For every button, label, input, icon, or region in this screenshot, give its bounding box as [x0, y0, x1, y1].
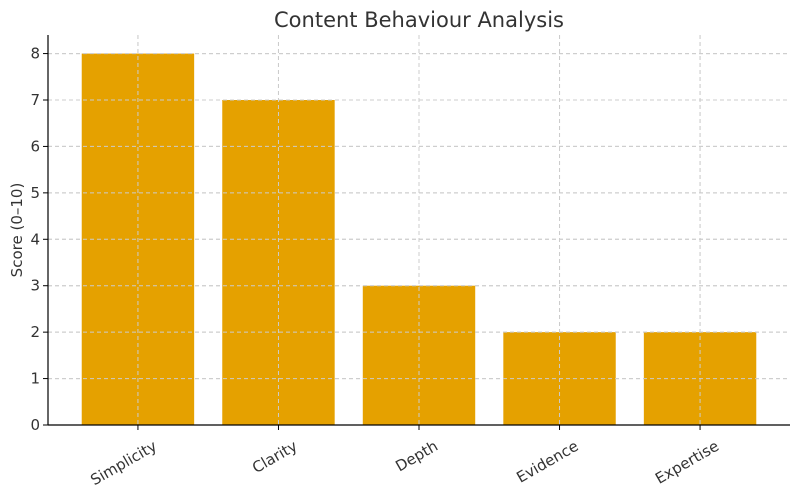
y-tick-layer: 0 1 2 3 4 5 6 7 8	[30, 45, 48, 434]
y-axis-label: Score (0–10)	[8, 183, 26, 278]
y-tick-label: 1	[30, 370, 40, 388]
y-tick-label: 4	[30, 230, 40, 248]
chart-title: Content Behaviour Analysis	[274, 8, 564, 32]
x-tick-layer: Simplicity Clarity Depth Evidence Expertise	[87, 425, 722, 489]
x-tick-label: Depth	[392, 437, 441, 475]
y-tick-label: 8	[30, 45, 40, 63]
x-tick-label: Clarity	[249, 437, 300, 477]
y-tick-label: 5	[30, 184, 40, 202]
x-tick-label: Simplicity	[87, 437, 160, 489]
y-tick-label: 0	[30, 416, 40, 434]
x-tick-label: Evidence	[513, 437, 581, 487]
bar-layer	[48, 35, 790, 426]
y-tick-label: 3	[30, 277, 40, 295]
y-tick-label: 7	[30, 91, 40, 109]
bar-depth	[362, 285, 476, 425]
y-tick-label: 2	[30, 323, 40, 341]
x-tick-label: Expertise	[652, 437, 722, 488]
y-tick-label: 6	[30, 137, 40, 155]
